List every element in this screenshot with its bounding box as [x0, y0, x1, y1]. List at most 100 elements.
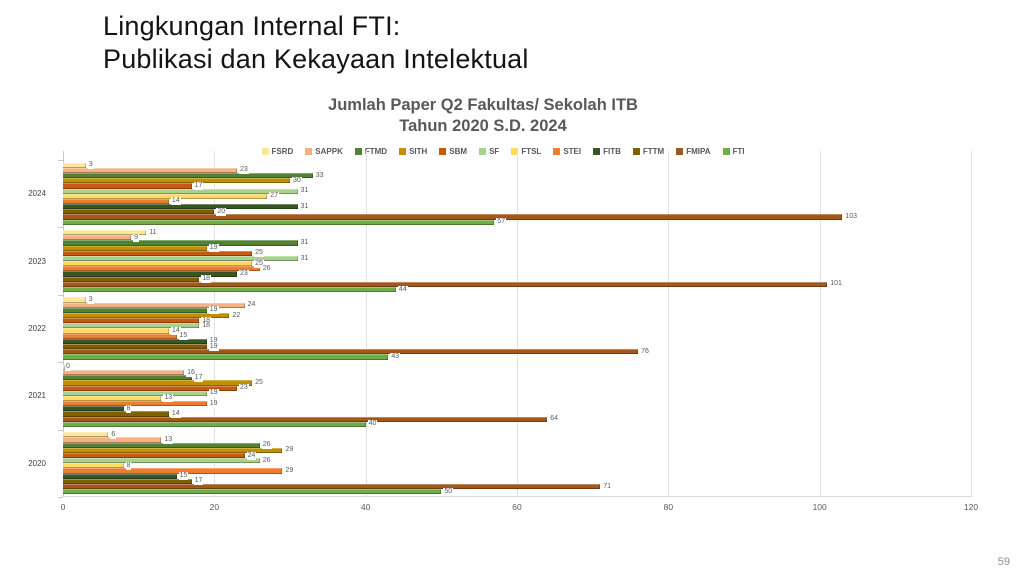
bar-group: 2023 11 9 31 19 25 31 25 26 23 18 101 44	[28, 227, 971, 294]
bar-row: 64	[63, 415, 971, 424]
bar-sbm-2024	[63, 183, 192, 189]
bar-value-label: 17	[193, 477, 204, 486]
bar-value-label: 9	[133, 233, 139, 242]
bar-value-label: 29	[284, 467, 295, 476]
bar-value-label: 31	[299, 238, 310, 247]
category-tick	[58, 497, 63, 498]
bar-value-label: 19	[208, 389, 219, 398]
bar-value-label: 101	[829, 280, 843, 289]
bar-value-label: 3	[87, 161, 94, 170]
bar-value-label: 71	[602, 482, 613, 491]
x-tick-label: 100	[812, 502, 827, 512]
x-tick-label: 60	[512, 502, 522, 512]
bar-row: 14	[63, 197, 971, 206]
bar-sf-2023	[63, 255, 298, 262]
legend-item: SF	[479, 147, 499, 156]
bar-value-label: 43	[390, 353, 401, 362]
legend-item: FTMD	[354, 147, 387, 156]
bar-group: 2020 6 13 26 29 24 26 8 29 15 17 71 50	[28, 430, 971, 497]
bar-value-label: 0	[65, 363, 71, 372]
bar-sbm-2020	[63, 452, 245, 459]
bar-row: 17	[63, 477, 971, 486]
bar-fmipa-2022	[63, 349, 639, 355]
bar-stei-2022	[63, 333, 177, 339]
bar-value-label: 23	[239, 384, 249, 393]
bar-ftmd-2021	[63, 375, 192, 381]
legend-swatch	[439, 147, 447, 155]
bar-value-label: 31	[299, 187, 310, 196]
bar-fttm-2024	[63, 209, 215, 215]
bar-sappk-2022	[63, 302, 245, 308]
legend-label: STEI	[563, 146, 582, 156]
bar-value-label: 22	[231, 311, 242, 320]
bar-row: 17	[63, 373, 971, 382]
legend-swatch	[632, 147, 640, 155]
bar-value-label: 30	[292, 176, 302, 185]
bar-value-label: 15	[178, 472, 189, 481]
bar-value-label: 11	[148, 228, 158, 237]
bar-value-label: 19	[208, 306, 219, 315]
bar-value-label: 31	[299, 254, 310, 263]
y-axis-label: 2023	[28, 256, 46, 266]
y-axis-label: 2024	[28, 189, 46, 199]
bar-ftsl-2020	[63, 463, 124, 469]
bar-value-label: 18	[201, 316, 211, 325]
bar-value-label: 26	[261, 441, 272, 450]
bar-value-label: 14	[170, 410, 181, 419]
bar-stei-2023	[63, 266, 260, 272]
bar-row: 25	[63, 378, 971, 387]
bar-fmipa-2020	[63, 484, 601, 490]
bar-row: 24	[63, 451, 971, 460]
legend-label: FITB	[603, 146, 621, 156]
bar-group: 2022 3 24 19 22 18 18 14 15 19 19 76 43	[28, 295, 971, 362]
legend-swatch	[722, 147, 730, 155]
legend-item: SITH	[399, 147, 427, 156]
bar-fti-2024	[63, 219, 495, 225]
y-axis-label: 2022	[28, 323, 46, 333]
gridline	[214, 151, 216, 497]
legend-label: FTI	[732, 146, 745, 156]
bar-row: 19	[63, 306, 971, 315]
bar-row: 0	[63, 363, 971, 372]
bar-row: 17	[63, 181, 971, 190]
x-tick-label: 20	[209, 502, 220, 512]
legend-label: FTTM	[642, 146, 665, 156]
bar-value-label: 103	[844, 213, 859, 222]
legend-label: SF	[489, 146, 500, 156]
gridline	[819, 151, 821, 497]
bar-row: 14	[63, 410, 971, 419]
bar-ftsl-2021	[63, 395, 162, 402]
bar-row: 11	[63, 228, 971, 237]
bar-fitb-2021	[63, 406, 124, 412]
bar-row: 9	[63, 233, 971, 242]
bar-ftmd-2022	[63, 307, 207, 313]
page-number: 59	[997, 556, 1010, 568]
bar-row: 23	[63, 384, 971, 393]
x-tick-label: 80	[663, 502, 674, 512]
bar-value-label: 14	[170, 327, 181, 336]
legend-label: SAPPK	[315, 146, 343, 156]
bar-group: 2024 3 23 33 30 17 31 27 14 31 20 103 57	[28, 160, 971, 227]
bar-value-label: 24	[246, 301, 257, 310]
bar-row: 19	[63, 342, 971, 351]
bar-fsrd-2024	[63, 162, 86, 168]
bar-row: 40	[63, 420, 971, 429]
bar-row: 18	[63, 316, 971, 325]
bar-fti-2023	[63, 287, 396, 293]
bar-value-label: 33	[314, 171, 325, 180]
bar-row: 24	[63, 301, 971, 310]
bar-value-label: 57	[496, 218, 507, 227]
legend-item: SBM	[439, 147, 467, 156]
bar-ftmd-2024	[63, 172, 313, 179]
legend-item: FSRD	[261, 147, 293, 156]
legend-label: FMIPA	[686, 146, 711, 156]
bar-value-label: 13	[163, 394, 174, 403]
bar-sbm-2022	[63, 318, 200, 324]
y-axis-label: 2020	[28, 458, 46, 468]
category-tick	[58, 160, 63, 161]
bar-row: 103	[63, 213, 971, 222]
legend-swatch	[553, 147, 561, 155]
bar-row: 50	[63, 487, 971, 496]
bar-row: 76	[63, 347, 971, 356]
